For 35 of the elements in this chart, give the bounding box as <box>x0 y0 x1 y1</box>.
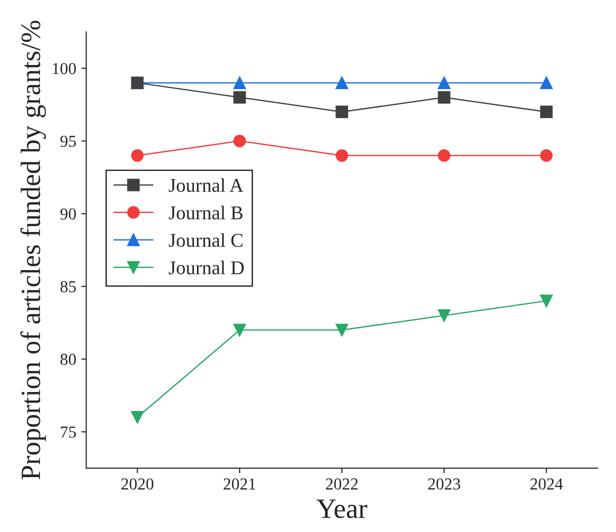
point <box>233 91 246 104</box>
point <box>540 294 553 308</box>
x-tick-label: 2023 <box>428 478 460 490</box>
y-tick-label: 75 <box>60 426 76 438</box>
point <box>438 76 450 90</box>
point <box>540 149 553 162</box>
x-tick-label: 2024 <box>530 478 563 490</box>
legend-label: Journal B <box>168 206 243 220</box>
point <box>131 149 144 162</box>
x-axis-title: Year <box>316 500 368 518</box>
point <box>438 91 450 104</box>
y-axis-title: Proportion of articles funded by grants/% <box>20 20 46 480</box>
legend-label: Journal D <box>168 260 244 274</box>
x-tick-label: 2020 <box>121 478 154 490</box>
point <box>233 324 246 336</box>
point <box>336 106 348 118</box>
y-tick-label: 85 <box>60 281 76 292</box>
point <box>540 76 553 90</box>
y-tick-label: 100 <box>52 62 76 74</box>
y-tick-label: 95 <box>60 136 76 147</box>
point <box>336 149 348 162</box>
point <box>540 106 553 118</box>
point <box>233 76 246 90</box>
y-tick-label: 80 <box>60 354 76 366</box>
legend-label: Journal C <box>168 233 242 247</box>
point <box>233 134 246 148</box>
x-tick-label: 2022 <box>326 478 358 490</box>
point <box>131 411 144 424</box>
legend-label: Journal A <box>168 178 244 192</box>
y-tick-label: 90 <box>60 208 76 220</box>
point <box>438 309 450 322</box>
point <box>438 149 450 162</box>
point <box>336 324 348 336</box>
point <box>336 76 348 90</box>
x-tick-label: 2021 <box>224 478 256 490</box>
